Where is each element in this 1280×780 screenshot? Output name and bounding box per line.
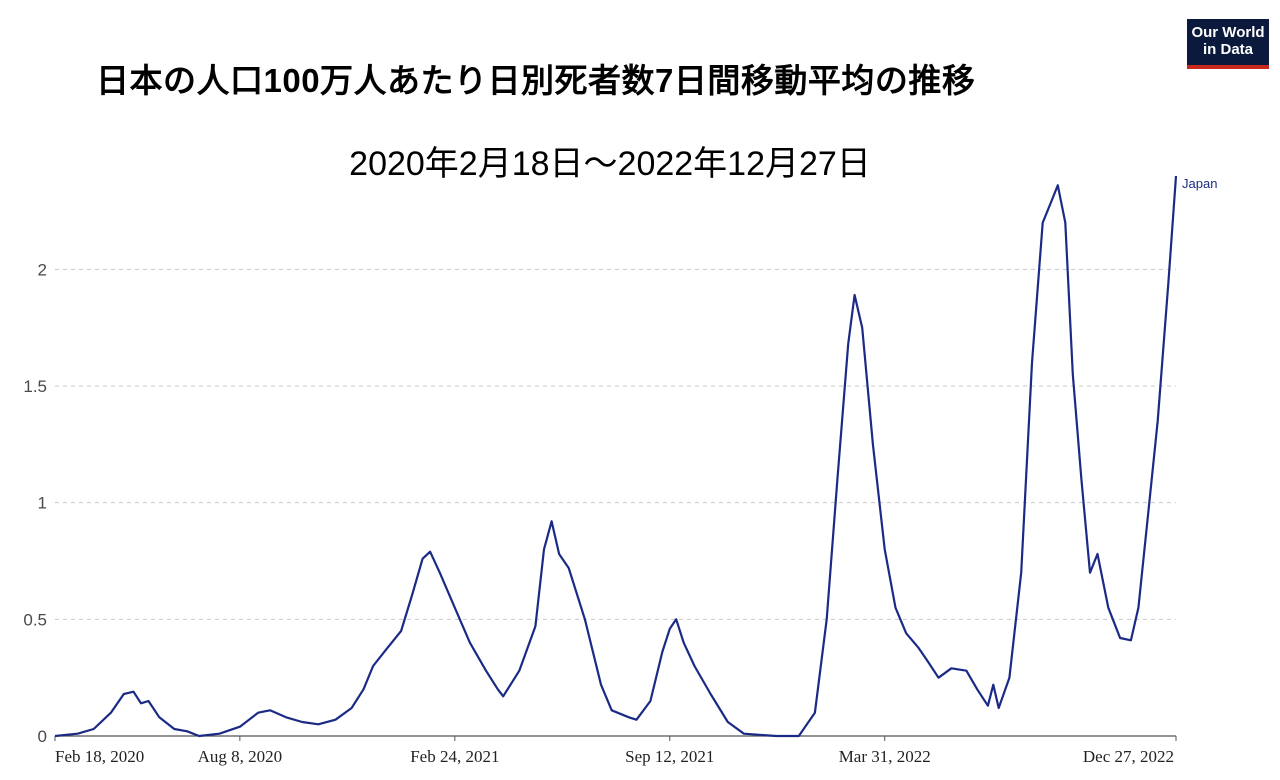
chart-subtitle-text: 2020年2月18日〜2022年12月27日 <box>349 145 871 183</box>
y-tick-label: 1 <box>38 494 47 513</box>
series-line-japan <box>54 175 1178 738</box>
x-tick-label: Mar 31, 2022 <box>839 747 931 766</box>
x-tick-label: Feb 24, 2021 <box>410 747 499 766</box>
logo-line-1: Our World <box>1191 24 1265 41</box>
x-tick-label: Feb 18, 2020 <box>55 747 144 766</box>
x-tick-label: Sep 12, 2021 <box>625 747 714 766</box>
x-tick-label: Dec 27, 2022 <box>1083 747 1174 766</box>
y-tick-label: 0 <box>38 727 47 746</box>
chart-title: 日本の人口100万人あたり日別死者数7日間移動平均の推移 <box>96 62 976 99</box>
owid-logo: Our World in Data <box>1187 19 1269 69</box>
series-label-japan: Japan <box>1182 176 1217 191</box>
y-tick-label: 2 <box>38 260 47 279</box>
x-tick-label: Aug 8, 2020 <box>198 747 283 766</box>
y-tick-label: 0.5 <box>23 610 47 629</box>
logo-line-2: in Data <box>1202 41 1253 58</box>
y-tick-label: 1.5 <box>23 377 47 396</box>
chart-subtitle: 2020年2月18日〜2022年12月27日 <box>0 136 1280 185</box>
